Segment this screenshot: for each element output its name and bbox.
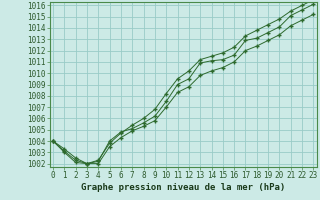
X-axis label: Graphe pression niveau de la mer (hPa): Graphe pression niveau de la mer (hPa) <box>81 183 285 192</box>
